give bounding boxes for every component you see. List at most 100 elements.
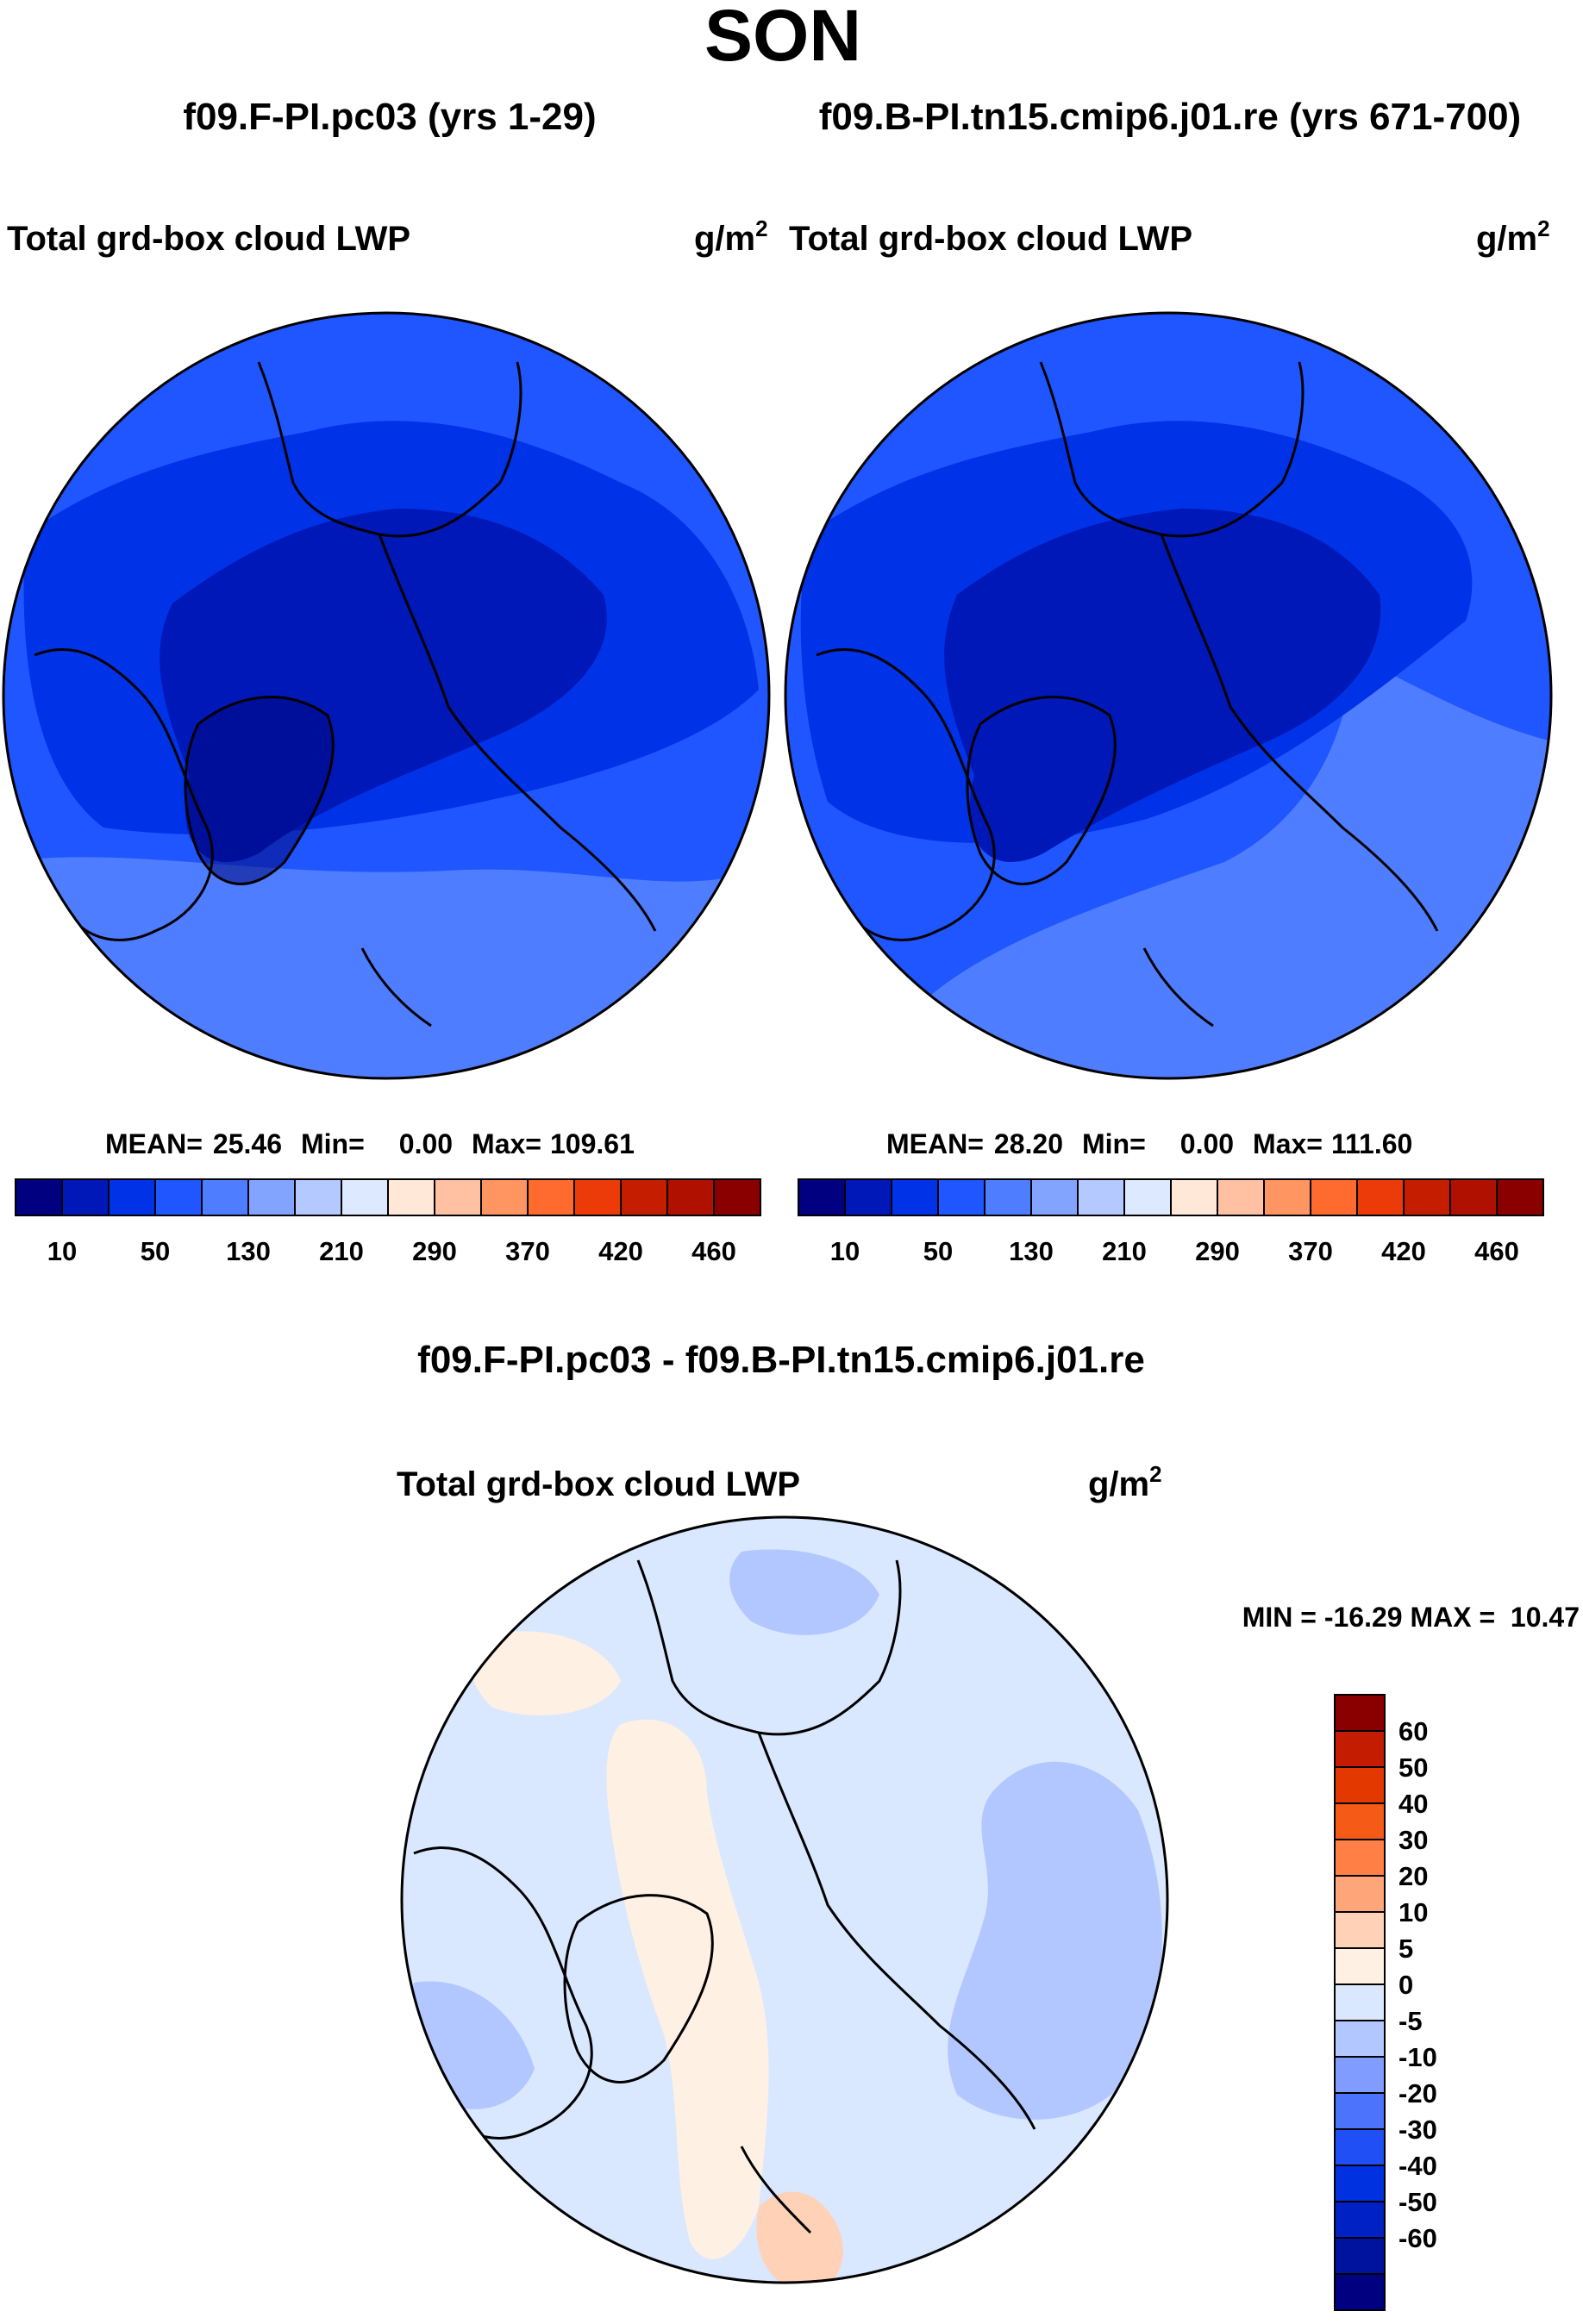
right-colorbar-ticks: 10 50 130 210 290 370 420 460 — [830, 1236, 1519, 1266]
diff-colorbar-swatch — [1334, 1694, 1386, 1732]
right-mean-label: MEAN= — [886, 1128, 984, 1159]
diff-colorbar-tick-label: -40 — [1398, 2151, 1437, 2181]
diff-colorbar-tick-label: 0 — [1398, 1970, 1413, 2000]
left-colorbar-swatch — [480, 1178, 529, 1216]
right-units-exponent: 2 — [1537, 216, 1549, 241]
left-colorbar-swatch — [294, 1178, 342, 1216]
right-mean-value: 28.20 — [994, 1128, 1063, 1159]
diff-colorbar-tick-label: 60 — [1398, 1716, 1428, 1746]
diff-colorbar-tick-label: -50 — [1398, 2187, 1437, 2217]
diff-colorbar-swatch — [1334, 1911, 1386, 1949]
diff-variable-label: Total grd-box cloud LWP — [397, 1465, 800, 1503]
right-colorbar-swatch — [984, 1178, 1032, 1216]
right-units-base: g/m — [1476, 220, 1537, 258]
diff-units-exponent: 2 — [1149, 1461, 1161, 1487]
diff-colorbar-swatch — [1334, 2201, 1386, 2239]
right-colorbar-swatch — [937, 1178, 985, 1216]
right-map-band-inner — [944, 509, 1381, 862]
diff-colorbar-swatch — [1334, 2237, 1386, 2275]
right-colorbar-swatch — [1077, 1178, 1125, 1216]
left-mean-label: MEAN= — [105, 1128, 203, 1159]
right-max-label: Max= — [1253, 1128, 1323, 1159]
diff-map-neg-north — [729, 1549, 879, 1635]
right-polar-map — [785, 313, 1551, 1078]
diff-map-pos-nw — [471, 1631, 621, 1715]
left-colorbar-tick-label: 290 — [412, 1236, 457, 1266]
right-colorbar-swatch — [1217, 1178, 1265, 1216]
diff-colorbar-swatch — [1334, 1766, 1386, 1804]
left-map-greenland — [185, 697, 334, 884]
diff-units-base: g/m — [1088, 1465, 1149, 1503]
diff-map-border — [400, 1515, 1169, 2284]
difference-polar-map — [402, 1517, 1167, 2283]
diff-colorbar-tick-label: -10 — [1398, 2042, 1437, 2072]
diff-colorbar-tick-label: -5 — [1398, 2006, 1423, 2036]
diff-colorbar-swatch — [1334, 2056, 1386, 2094]
left-min-value: 0.00 — [399, 1128, 453, 1159]
left-mean-value: 25.46 — [213, 1128, 282, 1159]
right-stats: MEAN= 28.20 Min= 0.00 Max= 111.60 — [886, 1128, 1412, 1159]
right-colorbar-tick-label: 370 — [1288, 1236, 1333, 1266]
diff-colorbar-swatch — [1334, 1947, 1386, 1985]
diff-colorbar-swatch — [1334, 1839, 1386, 1877]
right-variable-label: Total grd-box cloud LWP — [789, 220, 1192, 258]
right-colorbar-swatch — [1449, 1178, 1498, 1216]
left-map-band-outer — [3, 857, 769, 1078]
left-colorbar-tick-label: 50 — [141, 1236, 170, 1266]
left-colorbar-swatch — [434, 1178, 482, 1216]
diff-colorbar-swatch — [1334, 1875, 1386, 1913]
left-units-exponent: 2 — [755, 216, 767, 241]
left-variable-label: Total grd-box cloud LWP — [7, 220, 410, 258]
right-units-label: g/m2 — [1476, 216, 1550, 258]
left-colorbar-tick-label: 10 — [47, 1236, 77, 1266]
right-max-value: 111.60 — [1331, 1128, 1412, 1159]
diff-colorbar-swatch — [1334, 1730, 1386, 1768]
left-colorbar-swatch — [573, 1178, 622, 1216]
left-colorbar-swatch — [154, 1178, 203, 1216]
left-colorbar-swatch — [201, 1178, 249, 1216]
diff-colorbar-tick-label: -30 — [1398, 2115, 1437, 2145]
left-stats: MEAN= 25.46 Min= 0.00 Max= 109.61 — [105, 1128, 635, 1159]
left-coastlines — [34, 361, 735, 1028]
right-colorbar-swatch — [891, 1178, 939, 1216]
right-colorbar-swatch — [798, 1178, 846, 1216]
diff-colorbar-swatch — [1334, 1984, 1386, 2021]
difference-panel-title: f09.F-PI.pc03 - f09.B-PI.tn15.cmip6.j01.… — [417, 1339, 1145, 1381]
diff-colorbar-tick-label: 20 — [1398, 1861, 1428, 1891]
left-colorbar-swatch — [713, 1178, 761, 1216]
right-map-band-outer — [862, 655, 1551, 1078]
diff-colorbar-tick-label: 5 — [1398, 1934, 1413, 1964]
left-max-value: 109.61 — [550, 1128, 635, 1159]
diff-map-neg-east — [948, 1761, 1162, 2120]
left-units-base: g/m — [694, 220, 755, 258]
left-min-label: Min= — [301, 1128, 365, 1159]
diff-minmax: MIN = -16.29 MAX = 10.47 — [1242, 1602, 1580, 1633]
right-colorbar-swatch — [844, 1178, 892, 1216]
left-colorbar-swatch — [620, 1178, 668, 1216]
left-colorbar-tick-label: 460 — [691, 1236, 736, 1266]
left-colorbar-swatch — [108, 1178, 156, 1216]
right-colorbar-swatch — [1263, 1178, 1311, 1216]
left-colorbar-ticks: 10 50 130 210 290 370 420 460 — [47, 1236, 736, 1266]
right-coastlines — [816, 361, 1517, 1028]
diff-colorbar-tick-label: 50 — [1398, 1752, 1428, 1783]
diff-colorbar-swatch — [1334, 2273, 1386, 2311]
left-colorbar-tick-label: 210 — [319, 1236, 364, 1266]
diff-map-pos-arctic — [606, 1719, 769, 2259]
diff-colorbar-swatch — [1334, 2128, 1386, 2166]
right-colorbar-tick-label: 290 — [1195, 1236, 1240, 1266]
left-units-label: g/m2 — [694, 216, 768, 258]
right-colorbar-tick-label: 460 — [1474, 1236, 1519, 1266]
diff-colorbar-tick-label: 40 — [1398, 1789, 1428, 1819]
right-colorbar-swatch — [1170, 1178, 1218, 1216]
left-colorbar-swatch — [247, 1178, 296, 1216]
right-min-label: Min= — [1082, 1128, 1146, 1159]
left-colorbar-swatch — [387, 1178, 435, 1216]
left-colorbar-tick-label: 420 — [598, 1236, 643, 1266]
left-colorbar-tick-label: 370 — [505, 1236, 550, 1266]
left-colorbar — [15, 1178, 761, 1216]
right-panel-title: f09.B-PI.tn15.cmip6.j01.re (yrs 671-700) — [819, 96, 1521, 138]
diff-colorbar-tick-label: -20 — [1398, 2078, 1437, 2108]
right-colorbar-tick-label: 420 — [1381, 1236, 1426, 1266]
